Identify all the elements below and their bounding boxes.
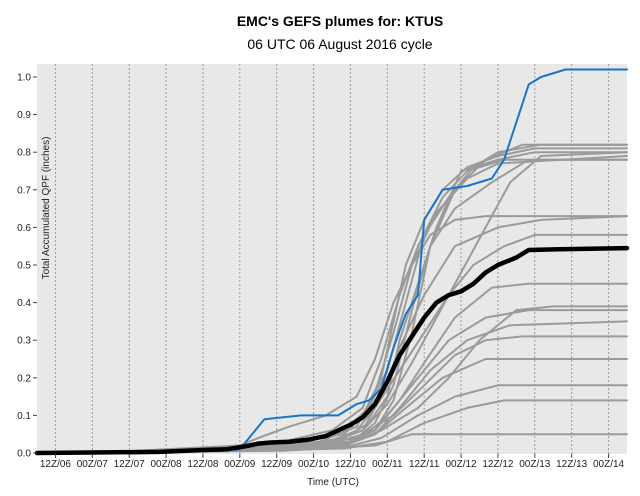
y-tick-label: 0.9 [17,110,31,121]
x-axis-label: Time (UTC) [307,477,359,488]
x-tick-label: 12Z/13 [556,459,588,470]
y-tick-label: 0.5 [17,261,31,272]
x-tick-label: 00Z/10 [298,459,330,470]
x-tick-label: 12Z/06 [40,459,72,470]
x-axis-ticks: 12Z/06 00Z/07 12Z/07 00Z/08 12Z/08 00Z/09 12Z/… [40,454,625,470]
x-tick-label: 00Z/12 [445,459,477,470]
x-tick-label: 00Z/07 [77,459,109,470]
y-axis-label: Total Accumulated QPF (inches) [41,137,52,280]
ensemble-mean [34,245,630,456]
x-tick-label: 12Z/09 [261,459,293,470]
y-axis-ticks: 0.0 0.1 0.2 0.3 0.4 0.5 0.6 0.7 0.8 0.9 1.0 [17,73,37,460]
y-tick-label: 0.6 [17,223,31,234]
plot-panel [37,64,627,454]
x-tick-label: 12Z/10 [335,459,367,470]
y-tick-label: 0.2 [17,373,31,384]
chart-title: EMC's GEFS plumes for: KTUS [237,13,443,29]
y-tick-label: 0.4 [17,298,31,309]
highlight-member [36,68,628,454]
y-tick-label: 0.3 [17,336,31,347]
chart-subtitle: 06 UTC 06 August 2016 cycle [247,36,432,52]
x-tick-label: 00Z/11 [372,459,403,470]
x-tick-label: 12Z/12 [482,459,514,470]
y-tick-label: 0.7 [17,185,31,196]
series-line-control-ensemble-member-shown-in-blue- [36,68,628,454]
x-tick-label: 12Z/08 [187,459,219,470]
series-line-ensemble-mean [34,245,630,456]
gridlines [54,64,610,454]
y-tick-label: 0.8 [17,148,31,159]
x-tick-label: 00Z/13 [519,459,551,470]
x-tick-label: 00Z/14 [593,459,625,470]
y-tick-label: 1.0 [17,73,31,84]
x-tick-label: 00Z/08 [150,459,182,470]
x-tick-label: 00Z/09 [224,459,256,470]
x-tick-label: 12Z/11 [409,459,440,470]
x-tick-label: 12Z/07 [114,459,146,470]
y-tick-label: 0.0 [17,449,31,460]
y-tick-label: 0.1 [17,411,31,422]
